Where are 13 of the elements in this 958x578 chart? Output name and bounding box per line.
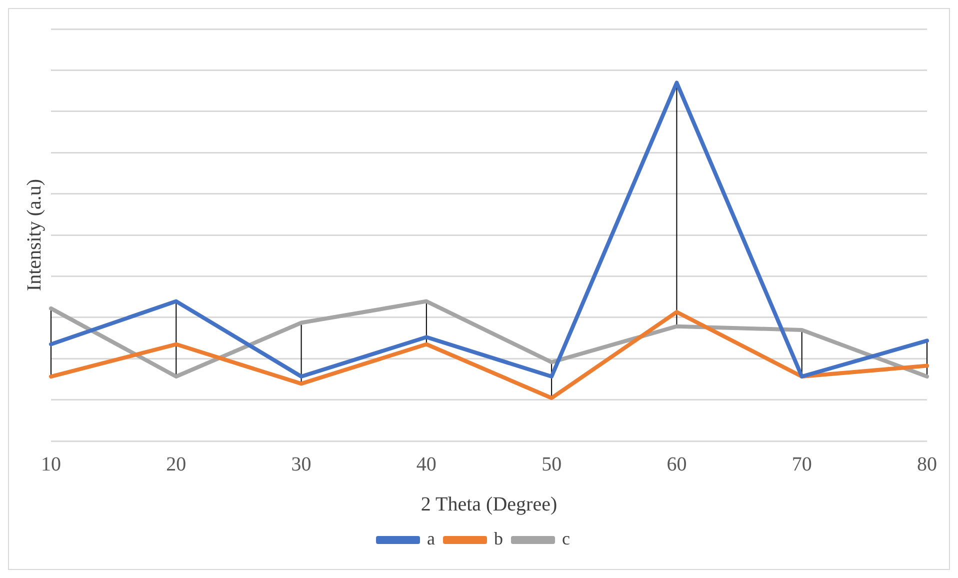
x-axis-title: 2 Theta (Degree)	[420, 493, 558, 516]
x-tick-label: 60	[666, 453, 687, 476]
legend-label: a	[427, 528, 436, 549]
y-axis-title: Intensity (a.u)	[23, 178, 46, 292]
legend-label: c	[562, 528, 570, 549]
x-tick-label: 30	[291, 453, 312, 476]
x-tick-label: 80	[917, 453, 937, 476]
x-tick-label: 20	[166, 453, 186, 476]
x-tick-label: 50	[542, 453, 562, 476]
x-tick-label: 40	[416, 453, 436, 476]
x-tick-label: 70	[792, 453, 812, 476]
legend-label: b	[494, 528, 503, 549]
x-tick-label: 10	[41, 453, 61, 476]
